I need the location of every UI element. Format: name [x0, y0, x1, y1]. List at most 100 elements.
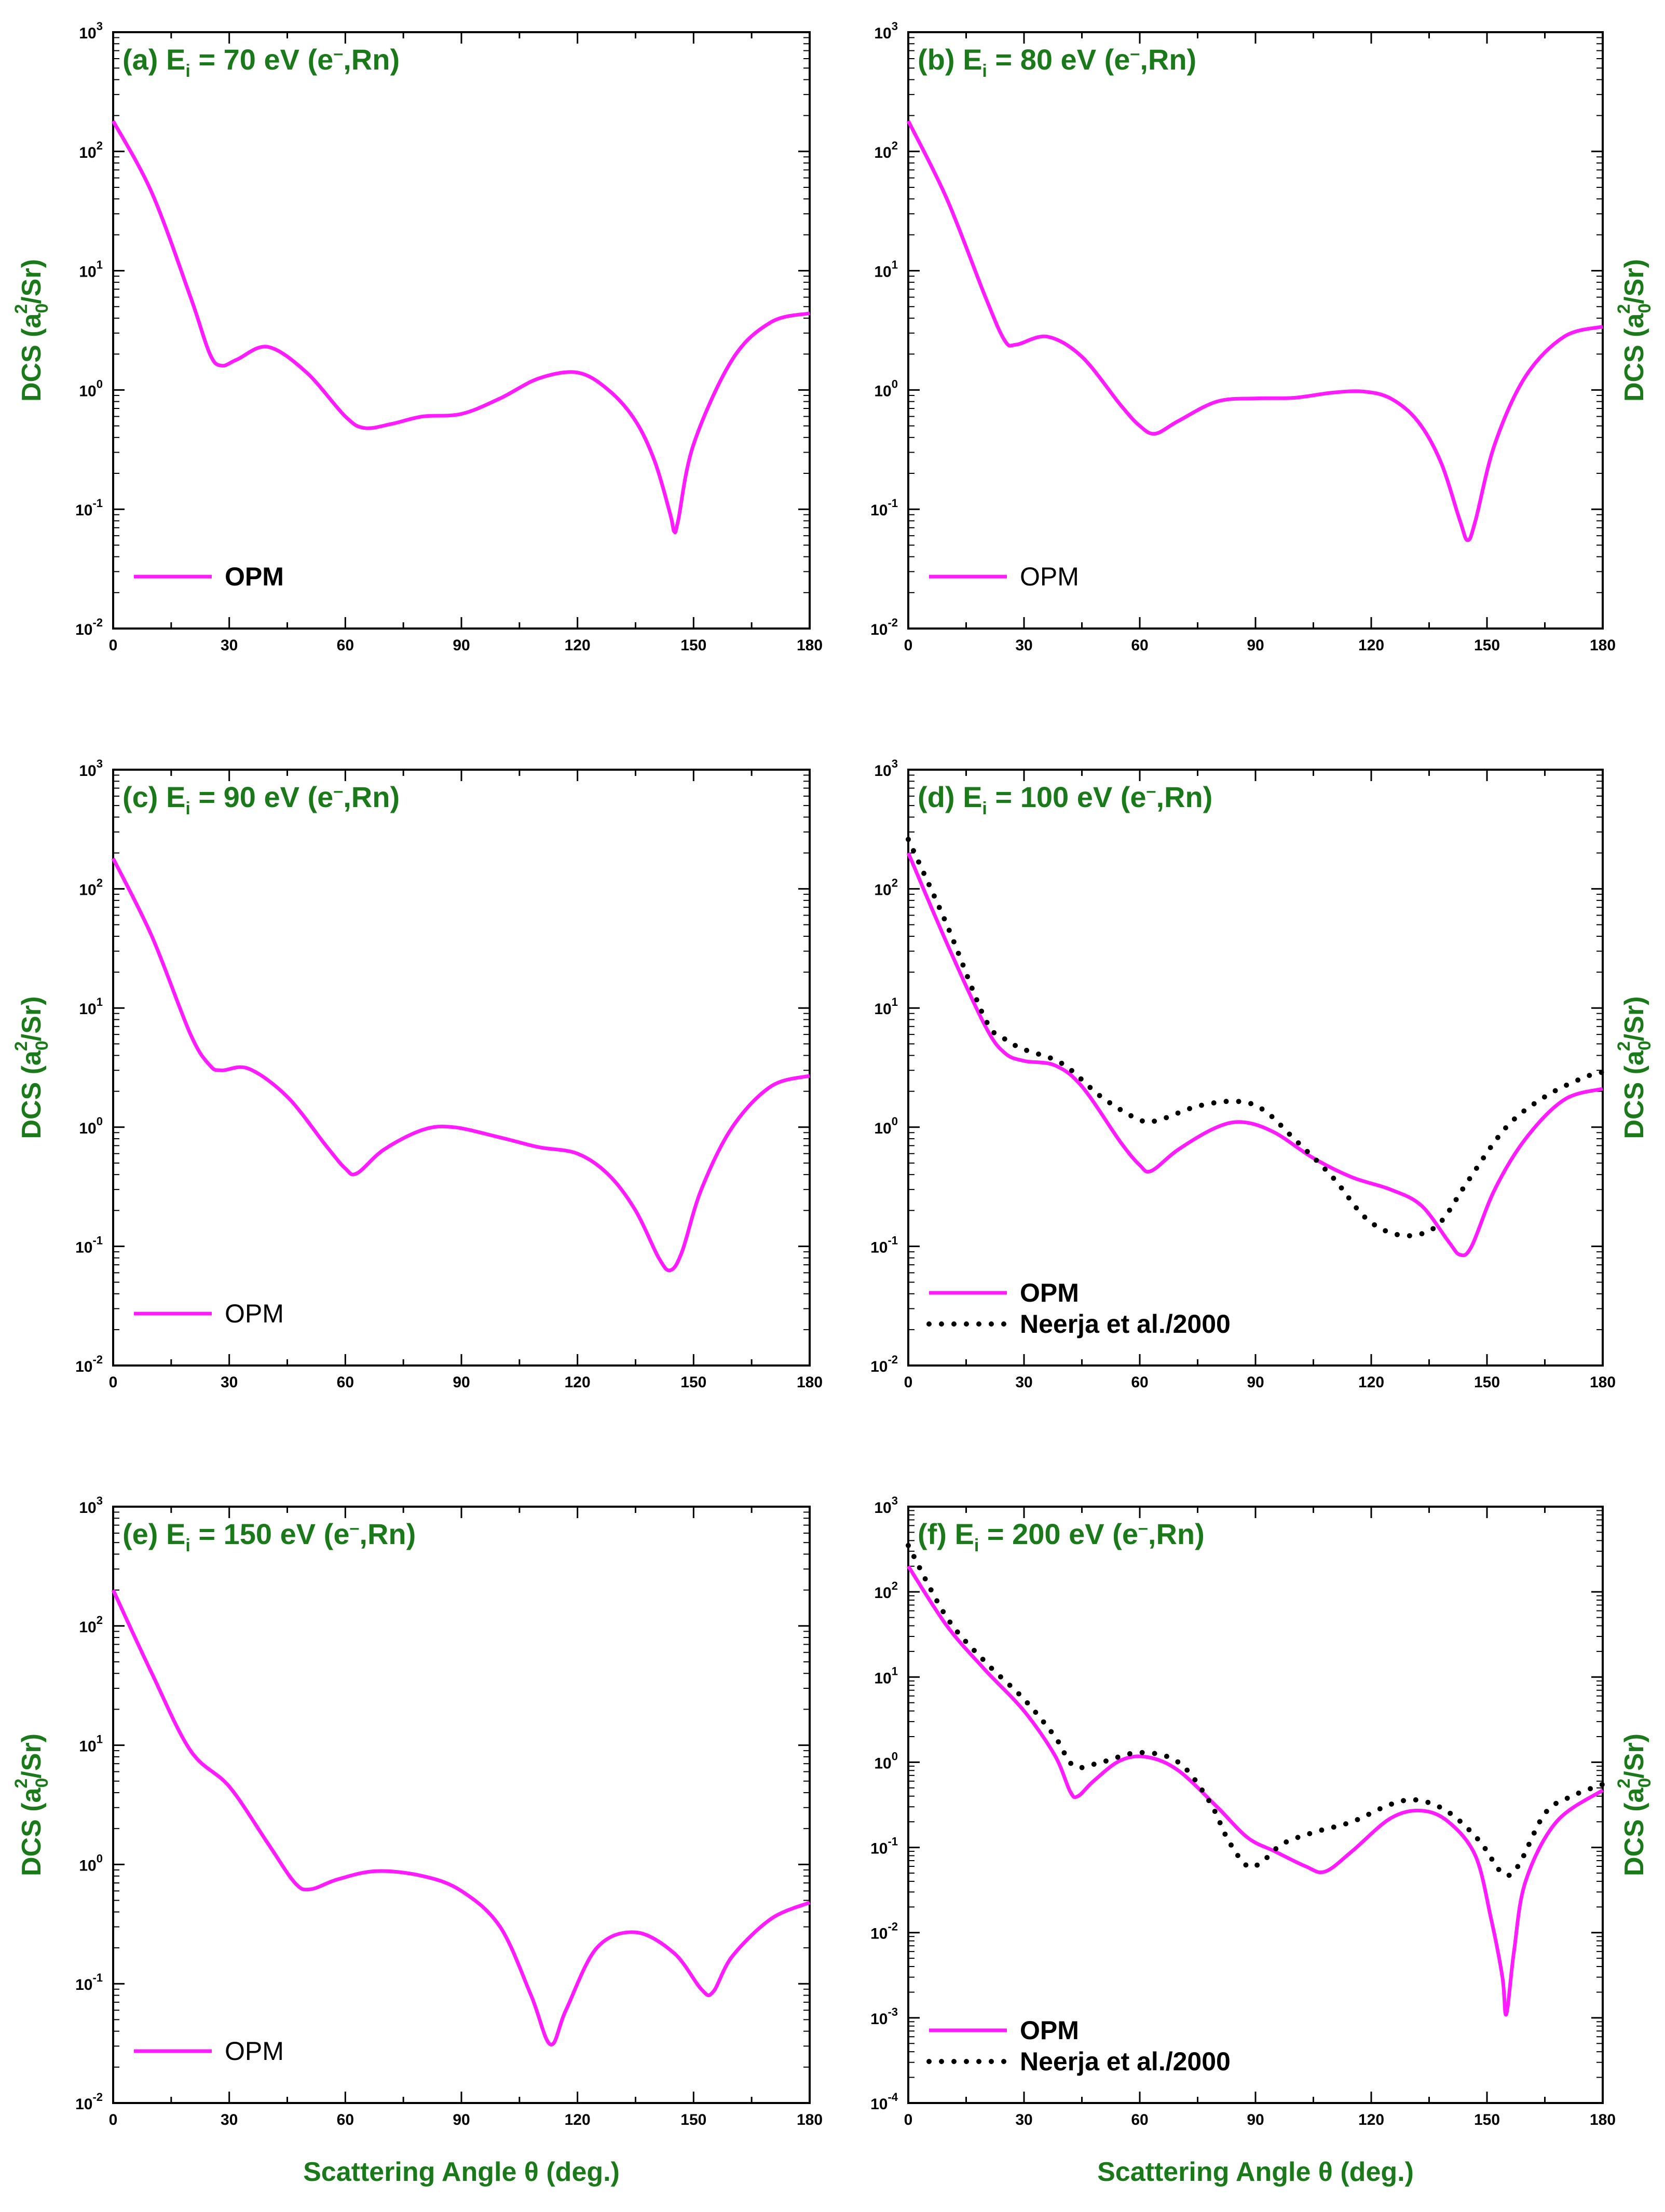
y-tick-base: 10	[870, 1926, 888, 1943]
x-tick-label: 60	[337, 2111, 354, 2128]
title-prefix: (f) E	[918, 1518, 974, 1550]
chart-panel-b: 0 30 60 90 120 150 18010-210-1100101102103(b) …	[870, 20, 1655, 654]
panel-title: (c) Ei = 90 eV (e–,Rn)	[122, 781, 400, 818]
y-tick-base: 10	[874, 762, 891, 780]
ylabel-a: DCS (a	[17, 1787, 47, 1876]
title-prefix: (d) E	[918, 781, 982, 813]
x-axis-label: Scattering Angle θ (deg.)	[303, 2157, 620, 2187]
x-tick-label: 180	[1590, 1374, 1616, 1391]
plot-frame	[907, 1506, 1604, 2104]
y-tick-exponent: 0	[97, 377, 103, 390]
title-tail: ,Rn)	[1140, 43, 1196, 76]
plot-frame	[112, 31, 811, 630]
y-tick-label: 10-1	[870, 1234, 898, 1256]
y-tick-exponent: 1	[97, 1733, 103, 1746]
y-tick-exponent: 1	[892, 995, 898, 1008]
y-tick-base: 10	[874, 1120, 891, 1137]
y-tick-label: 101	[79, 995, 103, 1018]
y-tick-exponent: -2	[92, 1353, 103, 1366]
y-tick-exponent: -1	[888, 1234, 898, 1247]
y-tick-base: 10	[870, 2096, 888, 2113]
x-tick-label: 30	[221, 2111, 238, 2128]
y-tick-base: 10	[870, 2011, 888, 2028]
ylabel-subscript: 0	[32, 1041, 52, 1050]
y-tick-label: 102	[874, 139, 898, 161]
title-tail: ,Rn)	[343, 781, 400, 813]
series-line-neerja	[906, 1542, 1605, 1878]
y-tick-label: 101	[874, 258, 898, 281]
title-subscript: i	[185, 1536, 190, 1555]
y-tick-label: 10-3	[870, 2005, 898, 2028]
y-tick-label: 103	[79, 1494, 103, 1517]
ylabel-superscript: 2	[11, 1041, 31, 1051]
title-middle: = 90 eV (e	[190, 781, 334, 813]
title-subscript: i	[185, 799, 190, 818]
y-tick-base: 10	[79, 144, 96, 161]
ylabel-a: DCS (a	[17, 1050, 47, 1139]
x-tick-label: 90	[453, 1374, 470, 1391]
x-tick-label: 30	[221, 637, 238, 654]
y-tick-exponent: 0	[892, 1750, 898, 1763]
series-line-neerja	[906, 837, 1605, 1239]
ylabel-b: /Sr)	[1619, 259, 1649, 304]
legend-label: OPM	[1020, 2016, 1079, 2045]
y-tick-base: 10	[874, 383, 891, 400]
y-tick-base: 10	[75, 1239, 92, 1256]
x-tick-label: 0	[904, 637, 913, 654]
y-tick-base: 10	[75, 1976, 92, 1993]
y-tick-exponent: 1	[892, 258, 898, 271]
legend-label: OPM	[1020, 562, 1079, 591]
chart-panel-f: 0 30 60 90 120 150 18010-410-310-210-110010110…	[870, 1494, 1655, 2187]
y-tick-base: 10	[79, 1619, 96, 1636]
y-tick-label: 10-1	[75, 497, 103, 519]
x-tick-label: 30	[1015, 637, 1032, 654]
x-tick-label: 120	[565, 2111, 591, 2128]
y-tick-label: 103	[874, 20, 898, 42]
ylabel-subscript: 0	[1635, 1778, 1655, 1788]
title-middle: = 70 eV (e	[190, 43, 334, 76]
y-tick-base: 10	[79, 1738, 96, 1755]
y-tick-exponent: 2	[97, 1614, 103, 1627]
ylabel-subscript: 0	[1635, 304, 1655, 313]
y-tick-base: 10	[874, 1001, 891, 1018]
title-middle: = 150 eV (e	[190, 1518, 350, 1550]
x-tick-label: 150	[1474, 2111, 1500, 2128]
y-tick-base: 10	[870, 1239, 888, 1256]
ylabel-superscript: 2	[11, 1779, 31, 1788]
x-tick-label: 0	[904, 2111, 913, 2128]
x-tick-label: 60	[337, 637, 354, 654]
title-prefix: (b) E	[918, 43, 982, 76]
y-tick-exponent: -1	[888, 497, 898, 510]
y-tick-exponent: -1	[92, 1971, 103, 1984]
y-tick-base: 10	[79, 25, 96, 42]
legend-label: Neerja et al./2000	[1020, 2047, 1231, 2076]
y-tick-base: 10	[874, 1585, 891, 1602]
panel-title: (a) Ei = 70 eV (e–,Rn)	[122, 43, 400, 81]
plot-frame	[907, 31, 1604, 630]
y-tick-exponent: -2	[888, 616, 898, 629]
legend-label: OPM	[225, 1299, 284, 1328]
ylabel-subscript: 0	[32, 1778, 52, 1788]
y-tick-base: 10	[79, 383, 96, 400]
y-tick-exponent: 0	[97, 1852, 103, 1865]
title-superscript: –	[1130, 44, 1140, 63]
y-tick-exponent: -2	[888, 1920, 898, 1933]
ylabel-a: DCS (a	[1619, 312, 1649, 402]
y-tick-label: 10-1	[75, 1234, 103, 1256]
x-tick-label: 180	[1590, 637, 1616, 654]
x-tick-label: 120	[1358, 637, 1384, 654]
ylabel-superscript: 2	[1614, 1041, 1634, 1051]
x-tick-label: 90	[453, 637, 470, 654]
x-tick-label: 120	[1358, 2111, 1384, 2128]
title-superscript: –	[349, 1518, 359, 1538]
series-line-opm	[906, 120, 1603, 542]
y-tick-label: 102	[79, 139, 103, 161]
title-subscript: i	[974, 1536, 979, 1555]
y-tick-exponent: 3	[97, 20, 103, 33]
y-tick-label: 100	[79, 377, 103, 400]
ylabel-b: /Sr)	[1619, 996, 1649, 1041]
y-tick-exponent: 2	[97, 139, 103, 152]
y-tick-exponent: -2	[92, 616, 103, 629]
y-tick-exponent: -1	[888, 1835, 898, 1848]
y-tick-label: 100	[874, 377, 898, 400]
